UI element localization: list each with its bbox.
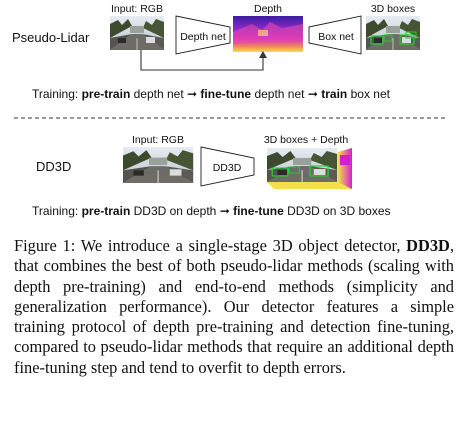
bottom-training-line: Training: pre-train DD3D on depth ➞ fine… bbox=[32, 204, 391, 218]
bottom-input-rgb-image bbox=[122, 146, 194, 184]
pseudo-lidar-row-label: Pseudo-Lidar bbox=[12, 30, 90, 45]
bottom-output-boxes-depth-image bbox=[266, 147, 352, 189]
depth-label: Depth bbox=[254, 3, 282, 15]
top-output-3d-boxes-image bbox=[365, 15, 421, 51]
box-net-label: Box net bbox=[318, 31, 354, 43]
pretrain-feedback-arrow bbox=[140, 50, 267, 71]
figure-1: Pseudo-Lidar Input: RGB Depth net Depth … bbox=[12, 3, 448, 218]
bottom-input-label: Input: RGB bbox=[132, 134, 184, 146]
top-input-label: Input: RGB bbox=[111, 3, 163, 15]
figure-caption: Figure 1: We introduce a single-stage 3D… bbox=[14, 236, 454, 378]
depth-net-label: Depth net bbox=[180, 31, 226, 43]
box-net-block bbox=[308, 15, 362, 55]
dd3d-block-label: DD3D bbox=[213, 162, 242, 174]
top-output-label: 3D boxes bbox=[371, 3, 415, 15]
caption-model-name: DD3D bbox=[406, 236, 450, 255]
depth-net-block bbox=[175, 15, 231, 55]
bottom-output-label: 3D boxes + Depth bbox=[264, 134, 349, 146]
top-input-rgb-image bbox=[109, 15, 165, 51]
dd3d-block bbox=[200, 146, 255, 187]
depth-map-image bbox=[233, 16, 303, 52]
dd3d-row-label: DD3D bbox=[36, 159, 71, 174]
caption-text-a: We introduce a single-stage 3D object de… bbox=[80, 236, 401, 255]
top-training-line: Training: pre-train depth net ➞ fine-tun… bbox=[32, 87, 391, 101]
caption-text-b: , that combines the best of both pseudo-… bbox=[14, 236, 454, 377]
figure-label: Figure 1: bbox=[14, 236, 76, 255]
